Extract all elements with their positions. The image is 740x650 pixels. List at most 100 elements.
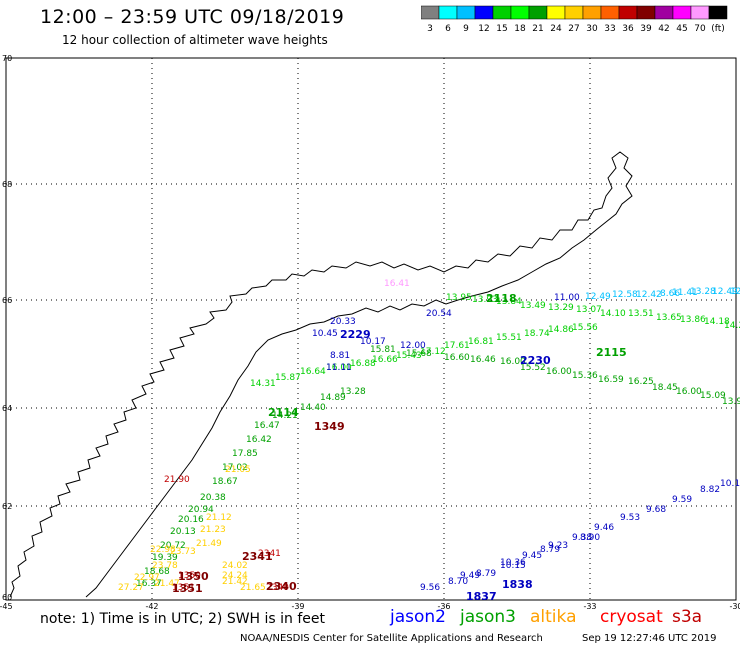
colorbar-label: 70 — [694, 24, 706, 34]
colorbar-label: 27 — [568, 24, 579, 34]
pass-id-label: 1837 — [466, 590, 497, 603]
wave-height-label: 16.41 — [384, 279, 410, 289]
wave-height-label: 17.02 — [222, 463, 248, 473]
wave-height-label: 15.51 — [496, 333, 522, 343]
pass-id-label: 2340 — [266, 580, 297, 593]
wave-height-label: 20.16 — [178, 515, 204, 525]
wave-height-label: 2340 — [266, 583, 289, 593]
wave-height-label: 13.51 — [628, 309, 654, 319]
colorbar-label: 9 — [463, 24, 469, 34]
wave-height-label: 14.21 — [272, 411, 298, 421]
wave-height-label: 12.49 — [712, 287, 738, 297]
wave-height-label: 10.17 — [360, 337, 386, 347]
pass-id-label: 2115 — [596, 346, 627, 359]
wave-height-label: 1351 — [172, 583, 195, 593]
latitude-tick-label: 62 — [2, 502, 12, 511]
wave-height-label: 13.07 — [576, 305, 602, 315]
wave-height-label: 12.49 — [585, 292, 611, 302]
wave-height-label: 8.82 — [700, 485, 720, 495]
wave-height-label: 12.42 — [636, 290, 662, 300]
wave-height-label: 9.45 — [522, 551, 542, 561]
wave-height-label: 12.40 — [730, 287, 740, 297]
wave-height-label: 9.68 — [646, 505, 666, 515]
footer-timestamp: Sep 19 12:27:46 UTC 2019 — [582, 633, 717, 644]
wave-height-label: 24.24 — [222, 571, 248, 581]
wave-height-label: 20.13 — [170, 527, 196, 537]
colorbar-label: 12 — [478, 24, 489, 34]
wave-height-label: 21.90 — [164, 475, 190, 485]
wave-height-label: 10.45 — [312, 329, 338, 339]
latitude-tick-label: 66 — [2, 296, 12, 305]
map-grid: -45 -42 -39 -36 -33 -30 70 68 66 64 62 60 — [0, 54, 740, 611]
legend-cryosat: cryosat — [600, 607, 663, 627]
colorbar-label: 18 — [514, 24, 526, 34]
longitude-tick-label: -36 — [437, 602, 450, 611]
map-subtitle: 12 hour collection of altimeter wave hei… — [62, 33, 328, 47]
wave-height-label: 10.36 — [500, 558, 526, 568]
wave-height-label: 8.70 — [448, 577, 468, 587]
pass-id-label: 2341 — [242, 550, 273, 563]
wave-height-label: 8.66 — [660, 289, 680, 299]
wave-height-label: 10.15 — [720, 479, 740, 489]
wave-height-label: 27.27 — [118, 583, 144, 593]
pass-id-label: 1349 — [314, 420, 345, 433]
wave-height-label: 21.12 — [206, 513, 232, 523]
wave-height-label: 9.59 — [672, 495, 692, 505]
wave-height-label: 9.53 — [620, 513, 640, 523]
latitude-tick-label: 70 — [2, 54, 12, 63]
wave-height-label: 16.00 — [546, 367, 572, 377]
wave-height-label: 21.49 — [196, 539, 222, 549]
wave-height-label: 8.90 — [580, 533, 600, 543]
wave-height-label: 13.28 — [340, 387, 366, 397]
wave-height-label: 15.81 — [370, 345, 396, 355]
colorbar-label: 24 — [550, 24, 562, 34]
wave-height-label: 13.93 — [472, 295, 498, 305]
wave-height-label: 20.72 — [160, 541, 186, 551]
colorbar-label: 21 — [532, 24, 543, 34]
wave-height-label: 8.81 — [330, 351, 350, 361]
wave-height-label: 20.94 — [188, 505, 214, 515]
wave-height-label: 19.39 — [152, 553, 178, 563]
pass-id-labels: 2118 2115 2114 1349 2229 2230 1838 1837 1351 1350… — [172, 292, 627, 603]
wave-height-label: 18.74 — [524, 329, 550, 339]
altimeter-tracks: 12.4912.5812.428.6613.2811.4112.4912.401… — [118, 279, 740, 593]
wave-height-label: 23.73 — [170, 547, 196, 557]
wave-height-label: 10.15 — [500, 561, 526, 571]
wave-height-label: 13.84 — [496, 297, 522, 307]
wave-height-label: 21.23 — [200, 525, 226, 535]
wave-height-label: 16.00 — [326, 363, 352, 373]
wave-height-label: 14.31 — [250, 379, 276, 389]
wave-height-label: 23.78 — [152, 561, 178, 571]
wave-height-label: 14.21 — [724, 321, 740, 331]
wave-height-label: 18.45 — [652, 383, 678, 393]
footer-organization: NOAA/NESDIS Center for Satellite Applica… — [240, 633, 543, 644]
wave-height-label: 16.00 — [676, 387, 702, 397]
map-title: 12:00 – 23:59 UTC 09/18/2019 — [40, 6, 345, 28]
map-frame — [5, 57, 737, 601]
pass-id-label: 2229 — [340, 328, 371, 341]
wave-height-label: 21.05 — [225, 465, 251, 475]
wave-height-label: 14.10 — [600, 309, 626, 319]
wave-height-label: 16.42 — [246, 435, 272, 445]
wave-height-label: 14.18 — [704, 317, 730, 327]
pass-id-label: 1838 — [502, 578, 533, 591]
wave-height-label: 9.38 — [572, 533, 592, 543]
colorbar-label: 3 — [427, 24, 433, 34]
wave-height-label: 13.29 — [548, 303, 574, 313]
wave-height-label: 15.68 — [406, 349, 432, 359]
legend-altika: altika — [530, 607, 577, 627]
wave-height-label: 16.46 — [470, 355, 496, 365]
wave-height-label: 15.43 — [396, 351, 422, 361]
wave-height-label: 18.67 — [212, 477, 238, 487]
wave-height-label: 20.54 — [426, 309, 452, 319]
wave-height-label: 14.89 — [320, 393, 346, 403]
wave-height-label: 9.49 — [460, 571, 480, 581]
wave-height-label: 11.41 — [672, 288, 698, 298]
pass-id-label: 2230 — [520, 354, 551, 367]
colorbar-label: 42 — [658, 24, 669, 34]
wave-height-label: 9.46 — [594, 523, 614, 533]
pass-id-label: 2114 — [268, 406, 299, 419]
wave-height-label: 17.85 — [232, 449, 258, 459]
wave-height-label: 17.61 — [444, 341, 470, 351]
wave-height-label: 14.40 — [300, 403, 326, 413]
